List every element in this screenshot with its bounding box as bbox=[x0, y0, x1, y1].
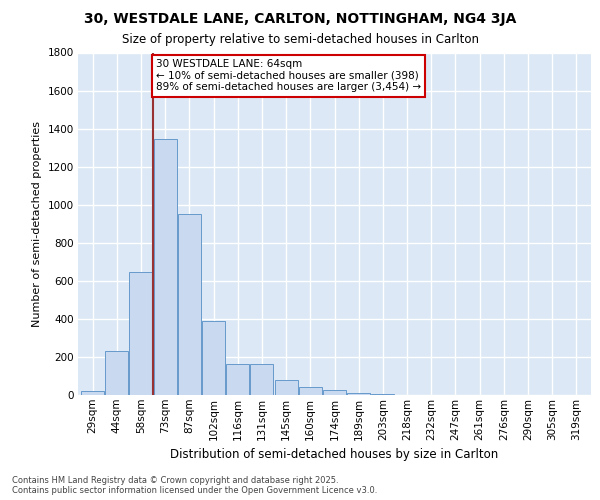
Bar bbox=[81, 391, 104, 395]
Bar bbox=[202, 321, 225, 395]
Bar bbox=[130, 272, 152, 395]
Bar bbox=[250, 364, 274, 395]
Bar bbox=[105, 351, 128, 395]
Bar bbox=[275, 380, 298, 395]
Y-axis label: Number of semi-detached properties: Number of semi-detached properties bbox=[32, 120, 42, 327]
Text: 30, WESTDALE LANE, CARLTON, NOTTINGHAM, NG4 3JA: 30, WESTDALE LANE, CARLTON, NOTTINGHAM, … bbox=[84, 12, 516, 26]
Text: 30 WESTDALE LANE: 64sqm
← 10% of semi-detached houses are smaller (398)
89% of s: 30 WESTDALE LANE: 64sqm ← 10% of semi-de… bbox=[156, 59, 421, 92]
X-axis label: Distribution of semi-detached houses by size in Carlton: Distribution of semi-detached houses by … bbox=[170, 448, 499, 461]
Text: Size of property relative to semi-detached houses in Carlton: Size of property relative to semi-detach… bbox=[121, 32, 479, 46]
Text: Contains HM Land Registry data © Crown copyright and database right 2025.
Contai: Contains HM Land Registry data © Crown c… bbox=[12, 476, 377, 495]
Bar bbox=[226, 364, 249, 395]
Bar bbox=[178, 214, 201, 395]
Bar bbox=[371, 394, 394, 395]
Bar bbox=[154, 139, 176, 395]
Bar bbox=[347, 393, 370, 395]
Bar bbox=[299, 387, 322, 395]
Bar bbox=[323, 390, 346, 395]
